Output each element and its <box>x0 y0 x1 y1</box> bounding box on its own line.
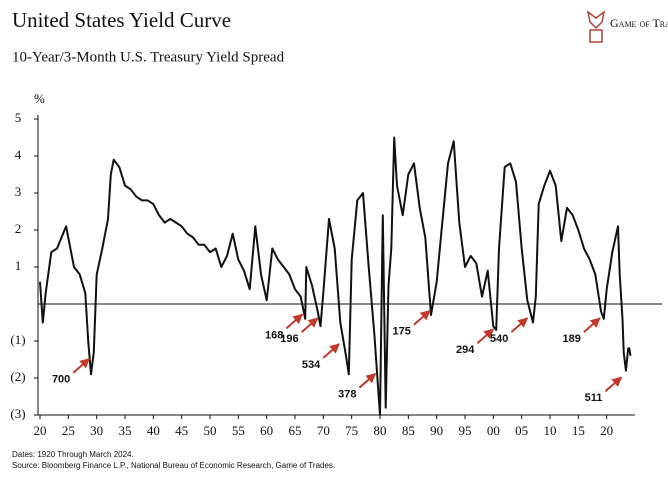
annotation-label: 540 <box>490 333 508 345</box>
y-tick-label: (3) <box>10 406 25 421</box>
y-tick-label: 2 <box>15 221 22 236</box>
footnote: Source: Bloomberg Finance L.P., National… <box>12 461 335 470</box>
annotation-arrow <box>604 376 623 393</box>
y-tick-label: (2) <box>10 369 25 384</box>
annotation-arrow <box>510 317 529 333</box>
annotation-arrow <box>72 358 91 374</box>
x-tick-label: 45 <box>175 423 188 438</box>
x-tick-label: 00 <box>487 423 500 438</box>
x-tick-label: 10 <box>544 423 557 438</box>
annotation-arrow <box>301 317 319 333</box>
y-tick-label: 5 <box>15 110 22 125</box>
x-tick-label: 35 <box>119 423 132 438</box>
x-tick-label: 70 <box>317 423 330 438</box>
x-tick-label: 90 <box>430 423 443 438</box>
annotation-label: 189 <box>563 333 581 345</box>
x-tick-label: 80 <box>374 423 387 438</box>
annotation-label: 196 <box>280 333 298 345</box>
annotation-label: 294 <box>456 344 475 356</box>
x-tick-label: 85 <box>402 423 415 438</box>
annotation-arrow <box>322 343 340 359</box>
y-unit: % <box>34 91 45 106</box>
x-tick-label: 55 <box>232 423 245 438</box>
x-tick-label: 30 <box>90 423 103 438</box>
annotation-label: 511 <box>585 392 603 404</box>
footnote: Dates: 1920 Through March 2024. <box>12 450 134 459</box>
x-tick-label: 95 <box>459 423 472 438</box>
x-tick-label: 05 <box>515 423 528 438</box>
y-tick-label: 3 <box>15 184 22 199</box>
y-tick-label: 4 <box>15 147 22 162</box>
annotation-arrow <box>583 317 601 333</box>
x-tick-label: 50 <box>204 423 217 438</box>
annotation-arrow <box>285 313 304 330</box>
annotation-arrow <box>413 309 431 326</box>
annotation-label: 168 <box>265 329 283 341</box>
x-tick-label: 40 <box>147 423 160 438</box>
series-line <box>39 136 632 416</box>
annotation-arrow <box>476 328 495 344</box>
annotation-arrow <box>358 372 377 389</box>
y-tick-label: (1) <box>10 332 25 347</box>
y-tick-label: 1 <box>15 258 22 273</box>
logo-icon <box>586 10 606 43</box>
x-tick-label: 75 <box>345 423 358 438</box>
logo-text: Game of Trades <box>610 16 668 30</box>
chart-subtitle: 10-Year/3-Month U.S. Treasury Yield Spre… <box>12 49 285 65</box>
annotation-label: 534 <box>302 359 321 371</box>
x-tick-label: 25 <box>62 423 75 438</box>
logo: Game of Trades <box>586 10 668 43</box>
annotation-label: 378 <box>338 389 356 401</box>
chart-title: United States Yield Curve <box>12 8 231 32</box>
annotation-label: 700 <box>52 374 70 386</box>
annotation-label: 175 <box>393 326 411 338</box>
x-tick-label: 20 <box>600 423 613 438</box>
x-tick-label: 60 <box>260 423 273 438</box>
x-tick-label: 15 <box>572 423 585 438</box>
x-tick-label: 20 <box>34 423 47 438</box>
x-tick-label: 65 <box>289 423 302 438</box>
